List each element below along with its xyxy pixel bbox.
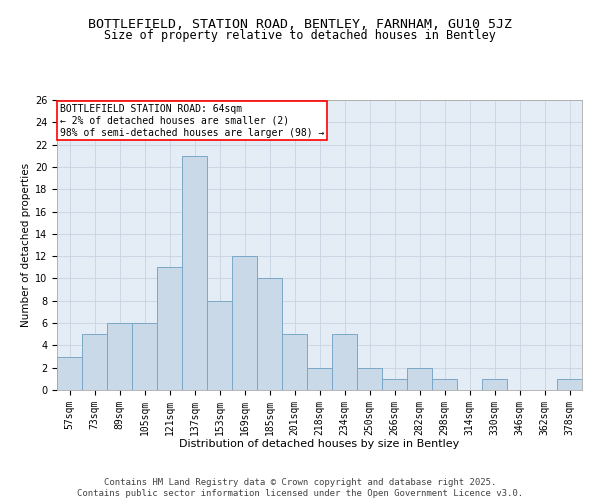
Text: BOTTLEFIELD, STATION ROAD, BENTLEY, FARNHAM, GU10 5JZ: BOTTLEFIELD, STATION ROAD, BENTLEY, FARN… [88, 18, 512, 30]
Text: Contains HM Land Registry data © Crown copyright and database right 2025.
Contai: Contains HM Land Registry data © Crown c… [77, 478, 523, 498]
Bar [207, 301, 232, 390]
Bar [57, 356, 82, 390]
Bar [82, 334, 107, 390]
Bar [307, 368, 332, 390]
Text: Size of property relative to detached houses in Bentley: Size of property relative to detached ho… [104, 29, 496, 42]
Bar [432, 379, 457, 390]
Bar [132, 323, 157, 390]
Text: BOTTLEFIELD STATION ROAD: 64sqm
← 2% of detached houses are smaller (2)
98% of s: BOTTLEFIELD STATION ROAD: 64sqm ← 2% of … [59, 104, 324, 138]
Bar [357, 368, 382, 390]
Bar [282, 334, 307, 390]
Bar [407, 368, 432, 390]
Bar [482, 379, 507, 390]
Bar [232, 256, 257, 390]
Y-axis label: Number of detached properties: Number of detached properties [20, 163, 31, 327]
Bar [557, 379, 582, 390]
Bar [107, 323, 132, 390]
Bar [157, 268, 182, 390]
Bar [257, 278, 282, 390]
Bar [382, 379, 407, 390]
Bar [182, 156, 207, 390]
Bar [332, 334, 357, 390]
X-axis label: Distribution of detached houses by size in Bentley: Distribution of detached houses by size … [179, 439, 460, 449]
